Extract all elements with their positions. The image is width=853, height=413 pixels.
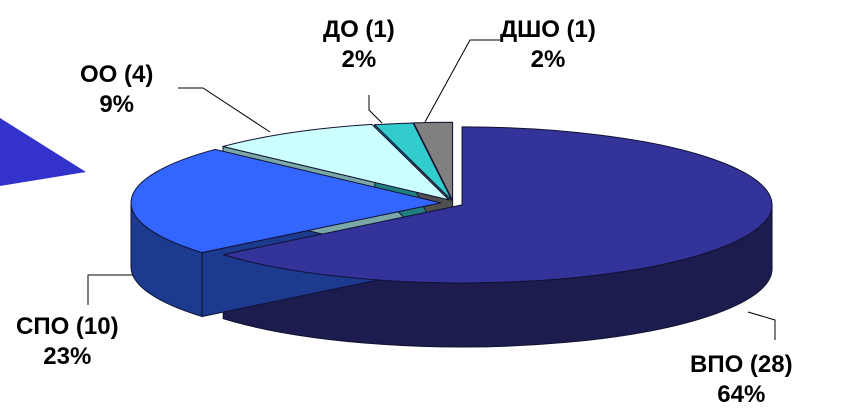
slice-dsho	[412, 121, 454, 201]
pie-slices	[130, 121, 773, 348]
leader-line-do	[368, 95, 383, 124]
slice-vpo	[223, 126, 773, 284]
label-vpo: ВПО (28) 64%	[690, 350, 793, 410]
label-oo-percent: 9%	[99, 91, 135, 118]
label-oo: ОО (4) 9%	[80, 60, 153, 120]
label-dsho-name: ДШО (1)	[500, 16, 596, 43]
label-spo-name: СПО (10)	[16, 313, 119, 340]
label-do-name: ДО (1)	[323, 16, 395, 43]
decorative-arrow-shape	[0, 118, 86, 186]
label-vpo-percent: 64%	[717, 381, 766, 408]
leader-line-dsho	[424, 39, 500, 123]
slice-oo	[222, 123, 451, 201]
label-spo-percent: 23%	[43, 343, 92, 370]
label-do-percent: 2%	[341, 46, 377, 73]
leader-line-spo	[87, 274, 140, 305]
leader-line-vpo	[747, 311, 776, 340]
label-spo: СПО (10) 23%	[16, 312, 119, 372]
label-do: ДО (1) 2%	[323, 15, 395, 75]
slice-do	[373, 122, 453, 201]
label-vpo-name: ВПО (28)	[690, 351, 793, 378]
slice-spo	[130, 148, 442, 254]
leader-line-oo	[178, 87, 271, 133]
label-dsho: ДШО (1) 2%	[500, 15, 596, 75]
label-dsho-percent: 2%	[530, 46, 566, 73]
label-oo-name: ОО (4)	[80, 61, 154, 88]
leader-lines	[87, 39, 776, 340]
